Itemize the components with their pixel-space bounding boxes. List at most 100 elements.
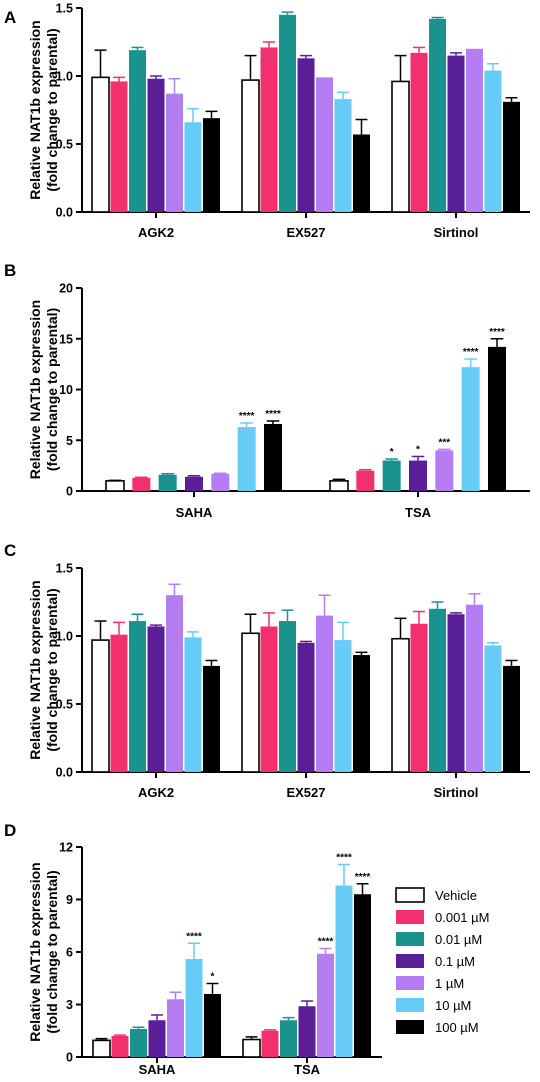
bar-agk2-3 bbox=[147, 78, 165, 212]
y-tick-label: 15 bbox=[59, 332, 73, 346]
legend: Vehicle 0.001 µM 0.01 µM 0.1 µM 1 µM 10 µM 100… bbox=[395, 887, 489, 1035]
bar-ex527-3 bbox=[297, 58, 315, 212]
bar-agk2-2 bbox=[129, 621, 146, 772]
bar-saha-2 bbox=[130, 1029, 147, 1057]
bar-ex527-0 bbox=[241, 632, 260, 773]
x-category-label: SAHA bbox=[139, 1062, 176, 1077]
significance-label: **** bbox=[186, 931, 202, 942]
significance-label: **** bbox=[463, 347, 479, 358]
significance-label: **** bbox=[265, 409, 281, 420]
legend-swatch bbox=[396, 932, 424, 946]
significance-label: * bbox=[211, 972, 215, 983]
bar-agk2-4 bbox=[166, 595, 183, 772]
bar-agk2-6 bbox=[203, 118, 220, 212]
bar-tsa-1 bbox=[356, 470, 375, 491]
bar-tsa-2 bbox=[382, 460, 401, 491]
bar-sirtinol-5 bbox=[484, 645, 502, 772]
panel-letter: C bbox=[4, 541, 16, 560]
significance-label: **** bbox=[239, 411, 255, 422]
bar-ex527-5 bbox=[334, 640, 352, 772]
legend-swatch bbox=[396, 1020, 424, 1034]
y-tick-label: 1.0 bbox=[56, 70, 73, 84]
y-tick-label: 0.5 bbox=[56, 698, 73, 712]
legend-swatch bbox=[396, 976, 424, 990]
y-tick-label: 0 bbox=[66, 1051, 73, 1065]
legend-label: 10 µM bbox=[435, 998, 471, 1013]
y-tick-label: 10 bbox=[59, 383, 73, 397]
bar-agk2-3 bbox=[147, 626, 165, 772]
x-category-label: AGK2 bbox=[138, 785, 174, 800]
bar-agk2-0 bbox=[91, 76, 110, 213]
significance-label: **** bbox=[489, 327, 505, 338]
bar-ex527-3 bbox=[297, 642, 315, 772]
bar-tsa-6 bbox=[354, 894, 371, 1057]
y-axis-label: Relative NAT1b expression bbox=[27, 300, 43, 479]
x-category-label: Sirtinol bbox=[434, 785, 479, 800]
bar-sirtinol-4 bbox=[466, 48, 483, 212]
y-tick-label: 9 bbox=[66, 893, 73, 907]
panel-b: B Relative NAT1b expression (fold change t… bbox=[4, 261, 530, 520]
panel-letter: B bbox=[4, 261, 16, 280]
bar-ex527-2 bbox=[279, 621, 296, 772]
x-category-label: SAHA bbox=[176, 505, 213, 520]
bar-tsa-1 bbox=[261, 1030, 279, 1057]
bar-sirtinol-5 bbox=[484, 70, 502, 212]
bar-tsa-4 bbox=[317, 953, 334, 1057]
legend-label: 0.001 µM bbox=[435, 910, 489, 925]
panel-c: C Relative NAT1b expression (fold change t… bbox=[4, 541, 530, 800]
bar-saha-6 bbox=[204, 994, 221, 1057]
bar-agk2-1 bbox=[110, 634, 128, 772]
y-tick-label: 3 bbox=[66, 998, 73, 1012]
panel-letter: A bbox=[4, 8, 16, 27]
bar-saha-4 bbox=[211, 473, 230, 491]
bar-sirtinol-1 bbox=[410, 52, 428, 212]
bar-sirtinol-2 bbox=[429, 608, 446, 772]
y-axis-label-sub: (fold change to parental) bbox=[44, 870, 60, 1033]
legend-label: 1 µM bbox=[435, 976, 464, 991]
y-axis-label-sub: (fold change to parental) bbox=[44, 308, 60, 471]
x-category-label: Sirtinol bbox=[434, 225, 479, 240]
bar-tsa-6 bbox=[488, 346, 506, 491]
y-tick-label: 5 bbox=[66, 434, 73, 448]
bar-sirtinol-6 bbox=[503, 665, 520, 772]
bar-tsa-0 bbox=[242, 1038, 261, 1058]
panel-d: D Relative NAT1b expression (fold change t… bbox=[4, 821, 382, 1077]
bar-saha-4 bbox=[167, 999, 184, 1057]
legend-label: 0.1 µM bbox=[435, 954, 475, 969]
y-tick-label: 0.5 bbox=[56, 138, 73, 152]
bar-sirtinol-4 bbox=[466, 604, 483, 772]
bar-ex527-6 bbox=[353, 655, 370, 772]
bar-ex527-4 bbox=[316, 615, 333, 772]
legend-label: 100 µM bbox=[435, 1020, 479, 1035]
legend-label: Vehicle bbox=[435, 888, 477, 903]
bar-tsa-5 bbox=[461, 367, 480, 491]
bar-saha-6 bbox=[264, 424, 282, 491]
bar-ex527-2 bbox=[279, 14, 296, 212]
legend-swatch bbox=[396, 954, 424, 968]
bar-sirtinol-3 bbox=[447, 55, 465, 212]
bar-agk2-5 bbox=[184, 122, 202, 212]
y-tick-label: 0 bbox=[66, 485, 73, 499]
bar-agk2-5 bbox=[184, 637, 202, 772]
bar-sirtinol-0 bbox=[391, 637, 410, 773]
bar-ex527-5 bbox=[334, 99, 352, 212]
bar-saha-2 bbox=[158, 474, 177, 491]
bar-agk2-2 bbox=[129, 50, 146, 212]
bar-sirtinol-0 bbox=[391, 80, 410, 213]
bar-tsa-0 bbox=[329, 480, 349, 492]
x-category-label: EX527 bbox=[286, 785, 325, 800]
y-tick-label: 1.0 bbox=[56, 630, 73, 644]
y-tick-label: 0.0 bbox=[56, 206, 73, 220]
bar-agk2-4 bbox=[166, 93, 183, 212]
y-axis-label-sub: (fold change to parental) bbox=[44, 28, 60, 191]
bar-sirtinol-1 bbox=[410, 623, 428, 772]
x-category-label: TSA bbox=[294, 1062, 321, 1077]
significance-label: **** bbox=[336, 853, 352, 864]
bar-saha-1 bbox=[132, 477, 151, 491]
legend-swatch bbox=[396, 910, 424, 924]
y-axis-label: Relative NAT1b expression bbox=[27, 580, 43, 759]
y-axis-label-sub: (fold change to parental) bbox=[44, 588, 60, 751]
bar-ex527-6 bbox=[353, 134, 370, 212]
bar-saha-5 bbox=[185, 959, 203, 1057]
x-category-label: EX527 bbox=[286, 225, 325, 240]
